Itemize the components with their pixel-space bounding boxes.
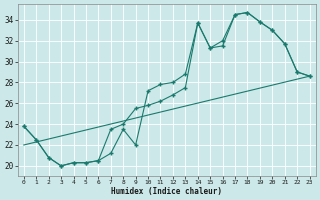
X-axis label: Humidex (Indice chaleur): Humidex (Indice chaleur) xyxy=(111,187,222,196)
